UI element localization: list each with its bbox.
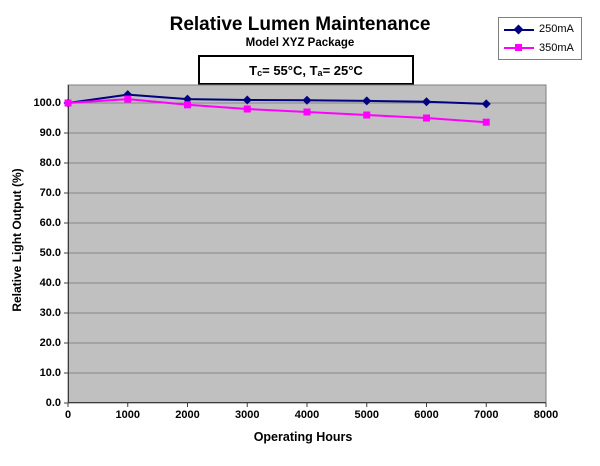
data-point-diamond xyxy=(302,95,312,105)
x-tick-label: 3000 xyxy=(235,409,260,421)
data-point-diamond xyxy=(422,97,431,107)
y-tick-label: 50.0 xyxy=(39,247,61,259)
y-tick-label: 100.0 xyxy=(33,97,61,109)
annotation-text: = 55°C, T xyxy=(262,62,318,78)
legend-diamond-icon xyxy=(513,24,524,35)
legend-box: 250mA 350mA xyxy=(498,17,582,60)
data-point-square xyxy=(303,108,311,116)
x-tick-label: 5000 xyxy=(354,409,379,421)
annotation-text: = 25°C xyxy=(322,62,363,78)
y-tick-label: 30.0 xyxy=(39,307,61,319)
annotation-text: T xyxy=(249,62,258,78)
data-point-diamond xyxy=(362,96,372,106)
chart-title: Relative Lumen Maintenance xyxy=(169,14,431,35)
x-tick-label: 7000 xyxy=(474,409,499,421)
data-point-square xyxy=(124,95,132,103)
data-point-square xyxy=(363,111,371,119)
y-tick-label: 60.0 xyxy=(39,217,61,229)
data-point-square xyxy=(184,101,191,109)
series-line-350mA xyxy=(67,98,487,124)
legend-square-icon xyxy=(515,44,522,52)
y-tick-label: 10.0 xyxy=(39,367,61,379)
x-tick-label: 6000 xyxy=(414,409,439,421)
x-axis-title: Operating Hours xyxy=(253,430,353,444)
data-point-diamond xyxy=(481,99,491,109)
legend-label: 250mA xyxy=(539,23,574,36)
plot-background xyxy=(67,84,547,404)
data-point-square xyxy=(482,118,490,126)
y-tick-label: 90.0 xyxy=(39,127,61,139)
data-point-square xyxy=(243,105,251,113)
data-point-square xyxy=(64,99,72,107)
x-tick-label: 0 xyxy=(64,409,72,421)
legend-entry-250mA: 250mA xyxy=(504,21,576,38)
x-tick-label: 8000 xyxy=(533,409,559,421)
chart-subtitle: Model XYZ Package xyxy=(245,37,355,49)
y-tick-label: 0.0 xyxy=(45,397,61,409)
annotation-subscript: a xyxy=(317,68,323,78)
annotation-subscript: c xyxy=(257,68,263,78)
legend-label: 350mA xyxy=(539,41,574,54)
y-tick-label: 80.0 xyxy=(39,157,61,169)
legend-entry-350mA: 350mA xyxy=(504,39,576,56)
legend-sample xyxy=(504,24,534,35)
series-line-250mA xyxy=(67,93,487,105)
plot-area xyxy=(63,84,547,407)
data-point-square xyxy=(423,114,430,122)
x-tick-label: 2000 xyxy=(175,409,200,421)
data-point-diamond xyxy=(242,95,252,105)
x-tick-label: 1000 xyxy=(115,409,140,421)
x-tick-label: 4000 xyxy=(294,409,320,421)
legend-sample xyxy=(504,43,534,52)
y-tick-label: 20.0 xyxy=(39,337,61,349)
y-tick-label: 40.0 xyxy=(39,277,61,289)
plot-svg xyxy=(63,84,547,407)
y-tick-label: 70.0 xyxy=(39,187,61,199)
